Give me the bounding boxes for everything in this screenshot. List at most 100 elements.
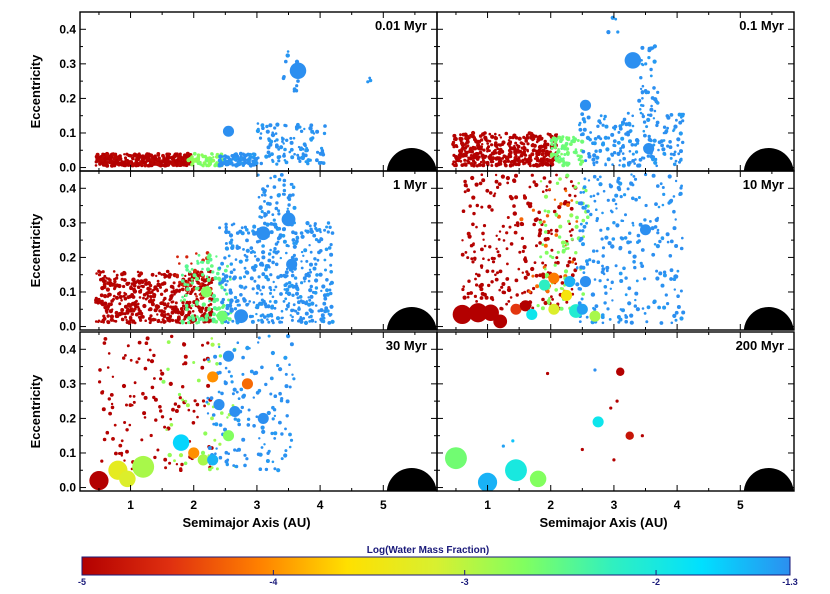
particle-point bbox=[655, 244, 661, 249]
particle-point bbox=[107, 397, 112, 401]
particle-point bbox=[148, 348, 152, 352]
particle-point bbox=[266, 150, 271, 155]
particle-point bbox=[632, 224, 635, 227]
particle-point bbox=[232, 276, 236, 281]
particle-point bbox=[649, 220, 652, 223]
particle-point bbox=[266, 451, 270, 455]
particle-point bbox=[206, 412, 210, 415]
particle-point bbox=[464, 153, 468, 158]
particle-point bbox=[130, 293, 135, 297]
particle-point bbox=[249, 369, 254, 374]
particle-point bbox=[184, 274, 187, 278]
particle-point bbox=[149, 359, 155, 364]
particle-point bbox=[466, 231, 471, 236]
particle-point bbox=[314, 262, 318, 266]
particle-point bbox=[112, 270, 116, 273]
particle-point bbox=[281, 316, 284, 319]
particle-point bbox=[224, 283, 228, 287]
particle-point bbox=[286, 50, 290, 53]
particle-point bbox=[594, 304, 599, 308]
particle-point bbox=[221, 155, 225, 158]
particle-point bbox=[180, 319, 184, 323]
particle-point bbox=[494, 277, 499, 282]
particle-point bbox=[220, 285, 224, 290]
particle-point bbox=[284, 124, 288, 128]
particle-point bbox=[120, 277, 124, 281]
particle-point bbox=[252, 396, 255, 399]
particle-point bbox=[270, 152, 274, 157]
particle-point bbox=[506, 277, 510, 280]
particle-point bbox=[171, 318, 175, 322]
particle-point bbox=[589, 131, 592, 134]
particle-point bbox=[231, 163, 235, 167]
particle-point bbox=[211, 293, 217, 299]
particle-point bbox=[568, 230, 572, 233]
particle-point bbox=[465, 150, 469, 155]
particle-point bbox=[226, 264, 229, 268]
particle-point bbox=[146, 155, 151, 159]
particle-point bbox=[260, 263, 265, 267]
particle-point bbox=[114, 319, 118, 323]
particle-point bbox=[672, 152, 676, 157]
body-point bbox=[200, 286, 212, 298]
particle-point bbox=[493, 136, 499, 141]
particle-point bbox=[642, 120, 647, 124]
body-point bbox=[545, 371, 550, 376]
particle-point bbox=[267, 320, 271, 324]
particle-point bbox=[232, 464, 236, 467]
particle-point bbox=[153, 159, 156, 163]
particle-point bbox=[108, 292, 112, 297]
particle-point bbox=[538, 228, 543, 233]
particle-point bbox=[138, 271, 144, 276]
particle-point bbox=[473, 153, 477, 158]
particle-point bbox=[500, 285, 504, 289]
particle-point bbox=[499, 136, 503, 139]
x-tick-label: 3 bbox=[254, 498, 261, 512]
particle-point bbox=[209, 162, 213, 166]
particle-point bbox=[269, 230, 274, 235]
particle-point bbox=[255, 415, 259, 419]
particle-point bbox=[497, 156, 501, 161]
particle-point bbox=[559, 139, 563, 143]
particle-point bbox=[187, 408, 191, 412]
particle-point bbox=[228, 240, 233, 245]
particle-point bbox=[129, 358, 133, 362]
particle-point bbox=[593, 278, 597, 281]
particle-point bbox=[143, 395, 148, 400]
particle-point bbox=[291, 185, 296, 189]
particle-point bbox=[276, 275, 280, 279]
particle-point bbox=[187, 316, 192, 321]
particle-point bbox=[289, 147, 294, 152]
particle-point bbox=[118, 443, 123, 448]
body-point bbox=[207, 371, 219, 383]
particle-point bbox=[252, 424, 256, 428]
particle-point bbox=[162, 314, 167, 319]
particle-point bbox=[553, 145, 558, 150]
particle-point bbox=[676, 144, 680, 147]
particle-point bbox=[649, 107, 654, 112]
particle-point bbox=[237, 422, 241, 427]
particle-point bbox=[543, 194, 549, 199]
particle-point bbox=[157, 271, 161, 275]
particle-point bbox=[215, 467, 219, 471]
body-point bbox=[592, 416, 604, 428]
particle-point bbox=[235, 153, 238, 157]
particle-point bbox=[190, 314, 195, 318]
particle-point bbox=[103, 157, 107, 161]
particle-point bbox=[300, 250, 304, 254]
particle-point bbox=[482, 148, 486, 152]
particle-point bbox=[233, 155, 237, 158]
particle-point bbox=[299, 316, 303, 319]
particle-point bbox=[595, 155, 600, 160]
particle-point bbox=[170, 290, 174, 294]
particle-point bbox=[623, 193, 627, 197]
particle-point bbox=[536, 304, 540, 308]
particle-point bbox=[135, 159, 138, 163]
particle-point bbox=[233, 295, 238, 300]
particle-point bbox=[261, 272, 265, 276]
particle-point bbox=[205, 313, 209, 317]
particle-point bbox=[548, 133, 552, 137]
y-tick-label: 0.4 bbox=[59, 181, 76, 195]
particle-point bbox=[178, 280, 182, 284]
particle-point bbox=[243, 253, 247, 257]
